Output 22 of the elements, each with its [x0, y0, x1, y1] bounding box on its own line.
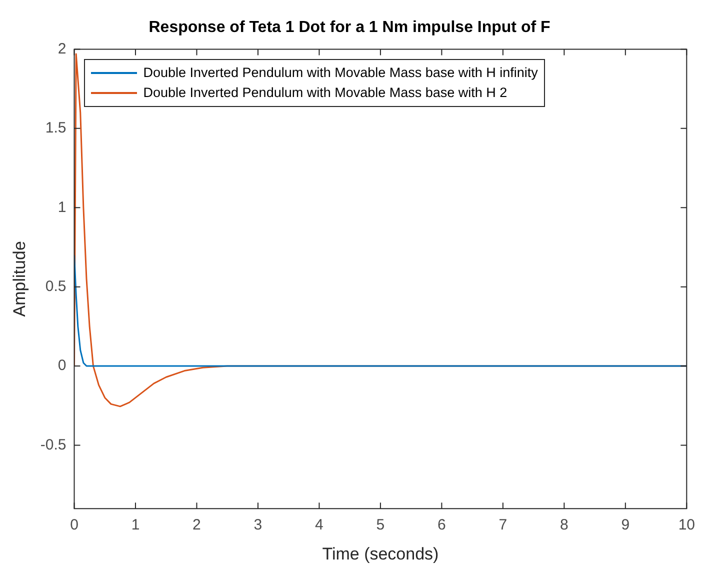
y-tick-label: 2	[58, 40, 66, 58]
x-tick-label: 10	[678, 516, 695, 534]
x-tick-label: 8	[560, 516, 568, 534]
y-tick-label: 0	[58, 357, 66, 374]
x-tick-label: 9	[621, 516, 630, 534]
x-tick-label: 3	[254, 516, 262, 534]
y-tick-label: -0.5	[40, 436, 66, 454]
x-tick-label: 4	[315, 516, 324, 534]
x-axis-title: Time (seconds)	[322, 544, 439, 564]
y-tick-label: 1	[58, 198, 66, 216]
x-tick-label: 6	[438, 516, 446, 534]
y-axis-title: Amplitude	[10, 241, 29, 317]
legend-label: Double Inverted Pendulum with Movable Mass base with H infinity	[143, 64, 538, 82]
x-tick-label: 5	[376, 516, 385, 534]
y-tick-label: 0.5	[45, 278, 66, 295]
x-tick-label: 2	[192, 516, 201, 534]
legend-label: Double Inverted Pendulum with Movable Mass base with H 2	[143, 84, 508, 102]
x-tick-label: 1	[131, 516, 140, 534]
x-tick-label: 7	[498, 516, 508, 534]
chart-title: Response of Teta 1 Dot for a 1 Nm impulse Input of F	[148, 19, 550, 36]
y-tick-label: 1.5	[45, 120, 66, 137]
x-tick-label: 0	[70, 516, 78, 534]
